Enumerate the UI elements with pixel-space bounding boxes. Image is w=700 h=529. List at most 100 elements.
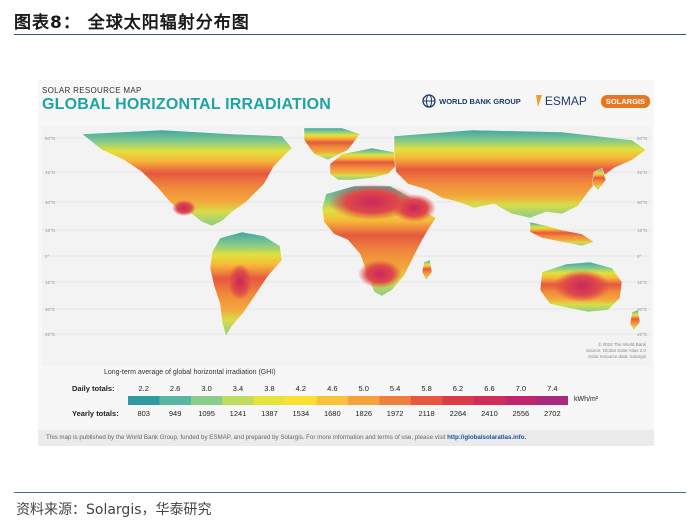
map-panel: SOLAR RESOURCE MAP GLOBAL HORIZONTAL IRR… [38,80,654,446]
yearly-value: 2702 [543,409,561,418]
footnote-text: This map is published by the World Bank … [46,434,448,441]
yearly-value: 2264 [449,409,467,418]
daily-value: 5.8 [421,384,432,393]
logo-bar: WORLD BANK GROUP ESMAP SOLARGIS [422,92,650,110]
japan [591,167,607,191]
esmap-mark-icon [535,95,542,107]
daily-value: 3.4 [232,384,244,393]
bottom-divider [14,492,686,493]
top-divider [14,34,686,35]
colorbar-swatch [410,396,443,405]
asia [393,129,647,219]
lat-label: 45°S [637,332,647,337]
copyright-line: Source: Global Solar Atlas 2.0 [586,348,647,353]
yearly-value: 2118 [418,409,435,418]
esmap-logo-text: ESMAP [544,94,587,108]
australia-hotspot [554,270,610,302]
globe-icon [422,94,436,108]
lat-label: 0° [637,254,642,259]
yearly-value: 1095 [198,409,215,418]
map-supertitle: SOLAR RESOURCE MAP [42,86,142,95]
lat-label: 30°S [637,307,647,312]
yearly-value: 1680 [323,409,341,418]
figure-source: 资料来源：Solargis，华泰研究 [16,502,212,518]
lat-label: 0° [45,254,50,259]
daily-value: 6.6 [484,384,495,393]
yearly-value: 1826 [355,409,373,418]
colorbar-swatch [222,396,255,405]
daily-value: 7.4 [547,384,558,393]
southeast-asia [529,221,595,247]
greenland [303,127,361,161]
lat-label: 15°S [637,280,647,285]
daily-value: 3.0 [201,384,212,393]
southern-africa-hotspot [358,260,402,288]
colorbar-swatch [190,396,223,405]
map-copyright: © 2024 The World Bank Source: Global Sol… [586,341,647,359]
daily-value: 5.0 [358,384,369,393]
madagascar [421,259,433,281]
map-title: GLOBAL HORIZONTAL IRRADIATION [42,96,332,113]
atlas-link[interactable]: http://globalsolaratlas.info. [447,434,527,441]
lat-label: 15°N [45,228,55,233]
lat-label: 45°N [45,170,55,175]
lat-label: 30°S [45,307,55,312]
colorbar-swatch [536,396,568,405]
colorbar-swatch [379,396,412,405]
yearly-value: 1972 [386,409,404,418]
solargis-logo: SOLARGIS [600,94,650,108]
yearly-value: 1241 [229,409,247,418]
figure-title: 图表8： 全球太阳辐射分布图 [14,13,250,33]
new-zealand [629,309,641,331]
yearly-value: 1387 [261,409,278,418]
colorbar-swatch [348,396,380,405]
yearly-value: 2410 [481,409,498,418]
colorbar-swatch [316,396,349,405]
daily-totals-label: Daily totals: [72,384,115,393]
colorbar-swatch [128,396,160,405]
mexico-hotspot [172,200,196,216]
yearly-totals-label: Yearly totals: [72,409,119,418]
latitude-labels: 60°N 45°N 30°N 15°N 0° 15°S 30°S 45°S 60… [45,136,647,337]
andes-hotspot [228,264,252,300]
lat-label: 30°N [45,200,55,205]
colorbar-swatch [285,396,318,405]
daily-value: 4.6 [327,384,338,393]
lat-label: 60°N [637,136,647,141]
yearly-value: 949 [168,409,182,418]
daily-value: 3.8 [264,384,275,393]
yearly-value: 803 [137,409,150,418]
arabia-hotspot [392,194,436,222]
daily-value: 7.0 [515,384,527,393]
colorbar-swatch [253,396,286,405]
legend-unit: kWh/m² [574,396,599,403]
legend-title: Long-term average of global horizontal i… [104,369,276,376]
lat-label: 60°N [45,136,55,141]
copyright-line: Solar resource data: Solargis [588,354,647,359]
map-footnote: This map is published by the World Bank … [38,430,654,446]
europe [329,147,399,181]
yearly-value: 2556 [512,409,530,418]
colorbar-swatch [505,396,538,405]
colorbar-swatch [159,396,192,405]
lat-label: 15°N [637,228,647,233]
ghi-world-map: 60°N 45°N 30°N 15°N 0° 15°S 30°S 45°S 60… [42,126,651,366]
daily-value: 5.4 [389,384,401,393]
north-america [81,129,293,227]
ghi-colorbar [128,396,568,405]
worldbank-logo-text: WORLD BANK GROUP [439,96,521,106]
lat-label: 15°S [45,280,55,285]
colorbar-swatch [473,396,506,405]
colorbar-swatch [442,396,475,405]
copyright-line: © 2024 The World Bank [598,341,647,347]
worldbank-logo: WORLD BANK GROUP [422,94,521,108]
daily-value: 6.2 [452,384,464,393]
yearly-value: 1534 [292,409,310,418]
esmap-logo: ESMAP [535,94,587,108]
high-irradiation-zones [172,184,610,302]
lat-label: 45°N [637,170,647,175]
daily-value: 4.2 [295,384,307,393]
lat-label: 30°N [637,200,647,205]
daily-value: 2.2 [138,384,149,393]
lat-label: 45°S [45,332,55,337]
